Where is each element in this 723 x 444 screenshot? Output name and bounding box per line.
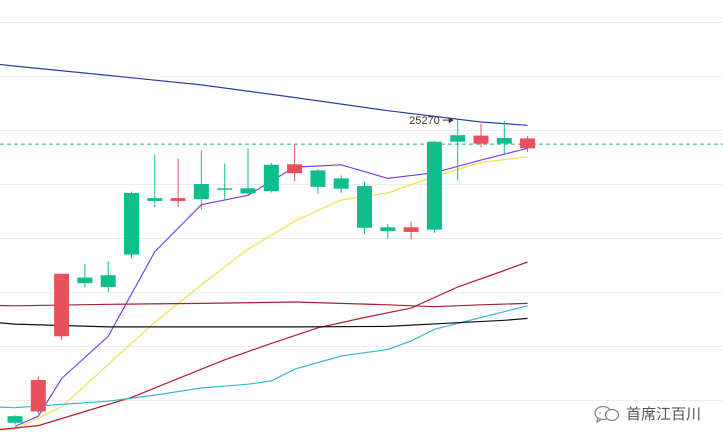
candle-body — [473, 135, 489, 144]
candle-body — [240, 188, 256, 194]
candle-body — [30, 380, 46, 412]
candle-body — [7, 416, 23, 423]
candle-body — [100, 275, 116, 287]
candle-body — [124, 192, 139, 255]
candle — [403, 221, 419, 240]
candle-body — [217, 188, 233, 190]
candle — [30, 376, 46, 414]
ma-line-3 — [0, 156, 528, 431]
candle-body — [147, 198, 163, 201]
candle — [7, 415, 23, 425]
candle — [520, 136, 536, 153]
ma-line-7 — [0, 317, 528, 328]
candle-body — [357, 185, 372, 228]
candle — [170, 158, 186, 208]
candle — [357, 181, 372, 234]
ma-line-4 — [0, 261, 528, 431]
candle — [100, 261, 116, 293]
ma-line-6 — [0, 301, 528, 308]
candle-body — [170, 198, 186, 201]
candle — [147, 154, 163, 208]
candle-body — [496, 137, 512, 144]
peak-arrowhead — [448, 117, 454, 124]
candle — [54, 273, 70, 341]
chat-bubbles-icon — [594, 405, 620, 423]
candle — [287, 144, 303, 182]
moving-average-lines — [0, 63, 528, 431]
candle — [380, 223, 396, 240]
candle-body — [450, 135, 466, 142]
candle-body — [310, 170, 326, 187]
candle — [333, 175, 349, 193]
watermark: 首席江百川 — [594, 403, 701, 424]
candle-body — [380, 227, 396, 232]
candle — [310, 168, 326, 194]
candle — [496, 121, 512, 154]
candle — [473, 123, 489, 148]
candle-body — [520, 138, 536, 149]
candle — [426, 140, 442, 233]
candle — [124, 191, 139, 259]
candle-body — [287, 164, 303, 174]
candle-body — [426, 141, 442, 230]
candle-body — [263, 164, 279, 192]
ma-line-1 — [0, 63, 528, 126]
candle — [77, 263, 93, 288]
watermark-text: 首席江百川 — [625, 405, 701, 423]
candles — [7, 120, 536, 425]
ma-line-5 — [0, 305, 528, 409]
peak-label: 25270 — [409, 115, 440, 127]
candle-body — [77, 277, 93, 284]
candle — [217, 163, 233, 200]
candle — [263, 162, 279, 193]
candle — [450, 120, 466, 181]
candle — [240, 148, 256, 196]
candle — [193, 150, 209, 210]
candle-body — [333, 178, 349, 189]
candle-body — [193, 184, 209, 200]
peak-annotation: 25270 — [409, 115, 454, 127]
candle-body — [54, 273, 70, 337]
candle-body — [403, 227, 419, 232]
